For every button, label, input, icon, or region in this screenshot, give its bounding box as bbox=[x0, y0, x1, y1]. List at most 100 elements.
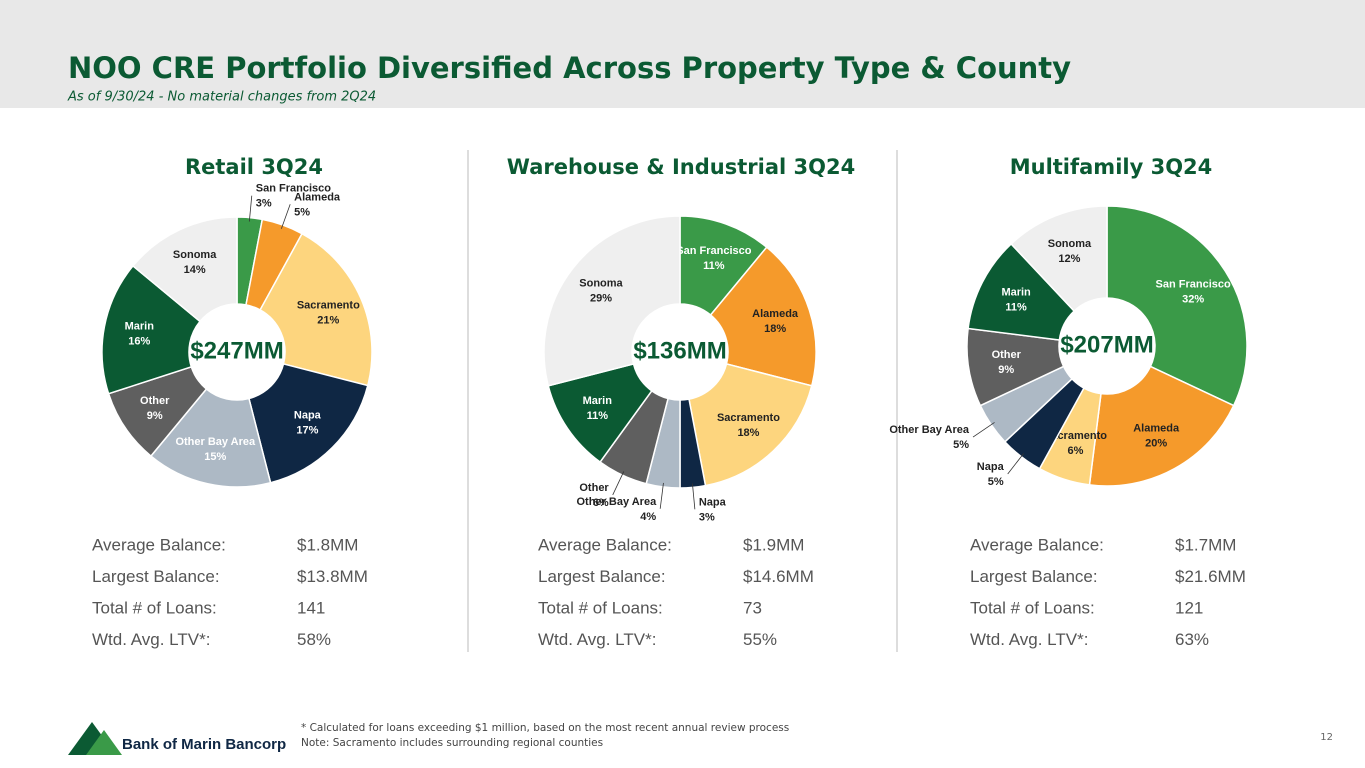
slice-value: 6% bbox=[593, 497, 609, 509]
slice-value: 9% bbox=[998, 364, 1014, 376]
slice-category: San Francisco bbox=[676, 245, 751, 257]
slice-label: Marin 11% bbox=[1001, 287, 1031, 314]
slice-category: Alameda bbox=[294, 191, 341, 203]
slice bbox=[1088, 365, 1235, 487]
slice-value: 5% bbox=[953, 439, 969, 451]
slice-value: 18% bbox=[764, 323, 786, 335]
slice-category: Napa bbox=[977, 461, 1005, 473]
slice-value: 20% bbox=[1145, 437, 1167, 449]
slice bbox=[259, 232, 373, 387]
slice-value: 12% bbox=[1058, 253, 1080, 265]
slice-category: Sonoma bbox=[1048, 238, 1092, 250]
slice-value: 3% bbox=[256, 198, 272, 210]
slice bbox=[131, 216, 238, 323]
stat-label: Wtd. Avg. LTV*: bbox=[92, 630, 210, 649]
chart-title: Retail 3Q24 bbox=[185, 155, 323, 179]
stat-value: 73 bbox=[743, 598, 762, 617]
slice-category: Marin bbox=[1001, 287, 1031, 299]
slice-category: Marin bbox=[583, 395, 613, 407]
slice-value: 9% bbox=[147, 410, 163, 422]
stat-value: $21.6MM bbox=[1175, 567, 1246, 586]
slice-label: Alameda 5% bbox=[294, 191, 341, 218]
slice-category: Sacramento bbox=[717, 412, 780, 424]
slice-category: Sacramento bbox=[297, 299, 360, 311]
stat-label: Total # of Loans: bbox=[92, 598, 217, 617]
slice-label: San Francisco 32% bbox=[1156, 278, 1231, 305]
slice bbox=[688, 363, 813, 487]
slice-category: Napa bbox=[294, 409, 322, 421]
leader-line bbox=[280, 204, 291, 229]
stat-label: Total # of Loans: bbox=[538, 598, 663, 617]
stat-value: $1.7MM bbox=[1175, 535, 1236, 554]
slice-category: Sonoma bbox=[173, 249, 217, 261]
slice-value: 11% bbox=[703, 260, 725, 272]
slice-label: Napa 3% bbox=[699, 496, 727, 523]
leader-line bbox=[659, 482, 664, 509]
stat-label: Wtd. Avg. LTV*: bbox=[970, 630, 1088, 649]
slice-value: 5% bbox=[988, 476, 1004, 488]
slice-value: 5% bbox=[294, 206, 310, 218]
slice-category: Alameda bbox=[752, 308, 799, 320]
stat-value: 58% bbox=[297, 630, 331, 649]
slice-value: 4% bbox=[640, 511, 656, 523]
slice-label: Sonoma 29% bbox=[579, 278, 623, 305]
slice bbox=[709, 246, 817, 387]
slice-label: Other 9% bbox=[140, 395, 170, 422]
slice-label: Other 9% bbox=[992, 349, 1022, 376]
slice-label: Alameda 20% bbox=[1133, 422, 1180, 449]
chart-title: Warehouse & Industrial 3Q24 bbox=[507, 155, 855, 179]
slice-category: San Francisco bbox=[1156, 278, 1231, 290]
slice-value: 21% bbox=[317, 314, 339, 326]
leader-line bbox=[248, 195, 253, 222]
stat-value: 63% bbox=[1175, 630, 1209, 649]
leader-line bbox=[612, 471, 625, 496]
leader-line bbox=[1007, 453, 1024, 475]
stat-value: $14.6MM bbox=[743, 567, 814, 586]
slice-label: Other Bay Area 4% bbox=[577, 496, 658, 523]
slice-label: Marin 11% bbox=[583, 395, 613, 422]
leader-line bbox=[692, 483, 696, 510]
slice-value: 29% bbox=[590, 293, 612, 305]
leader-line bbox=[972, 422, 995, 438]
header-band bbox=[0, 0, 1365, 108]
slice-label: San Francisco 11% bbox=[676, 245, 751, 272]
slice bbox=[101, 264, 202, 395]
slice-category: Other bbox=[579, 482, 609, 494]
footnote: * Calculated for loans exceeding $1 mill… bbox=[301, 722, 789, 734]
slice-value: 17% bbox=[296, 424, 318, 436]
page-number: 12 bbox=[1320, 732, 1333, 743]
slice-label: Sacramento 21% bbox=[297, 299, 360, 326]
slice bbox=[149, 387, 272, 488]
center-label: $207MM bbox=[1060, 331, 1153, 358]
stat-label: Total # of Loans: bbox=[970, 598, 1095, 617]
logo-text: Bank of Marin Bancorp bbox=[122, 736, 286, 753]
stat-label: Average Balance: bbox=[538, 535, 672, 554]
slice-category: Other bbox=[140, 395, 170, 407]
logo: Bank of Marin Bancorp bbox=[68, 722, 286, 755]
stat-label: Largest Balance: bbox=[92, 567, 220, 586]
slice bbox=[1106, 205, 1248, 407]
slice-label: Sacramento 18% bbox=[717, 412, 780, 439]
slice-label: Other Bay Area 5% bbox=[889, 424, 970, 451]
slice-value: 3% bbox=[699, 511, 715, 523]
stat-value: $13.8MM bbox=[297, 567, 368, 586]
slice-value: 11% bbox=[587, 410, 609, 422]
footnote: Note: Sacramento includes surrounding re… bbox=[301, 737, 603, 749]
slice-category: San Francisco bbox=[256, 183, 331, 195]
slice-category: Other bbox=[992, 349, 1022, 361]
slice bbox=[543, 215, 681, 387]
stat-label: Wtd. Avg. LTV*: bbox=[538, 630, 656, 649]
slice-value: 11% bbox=[1005, 302, 1027, 314]
stat-label: Largest Balance: bbox=[538, 567, 666, 586]
slice-label: Marin 16% bbox=[125, 320, 155, 347]
slice-label: Sonoma 12% bbox=[1048, 238, 1092, 265]
slide-title: NOO CRE Portfolio Diversified Across Pro… bbox=[68, 51, 1071, 85]
chart-title: Multifamily 3Q24 bbox=[1010, 155, 1213, 179]
slice-category: Marin bbox=[125, 320, 155, 332]
slice-label: San Francisco 3% bbox=[256, 183, 331, 210]
slide-subtitle: As of 9/30/24 - No material changes from… bbox=[67, 90, 376, 105]
stat-label: Average Balance: bbox=[970, 535, 1104, 554]
slice-category: Other Bay Area bbox=[889, 424, 970, 436]
slice-category: Other Bay Area bbox=[175, 436, 256, 448]
